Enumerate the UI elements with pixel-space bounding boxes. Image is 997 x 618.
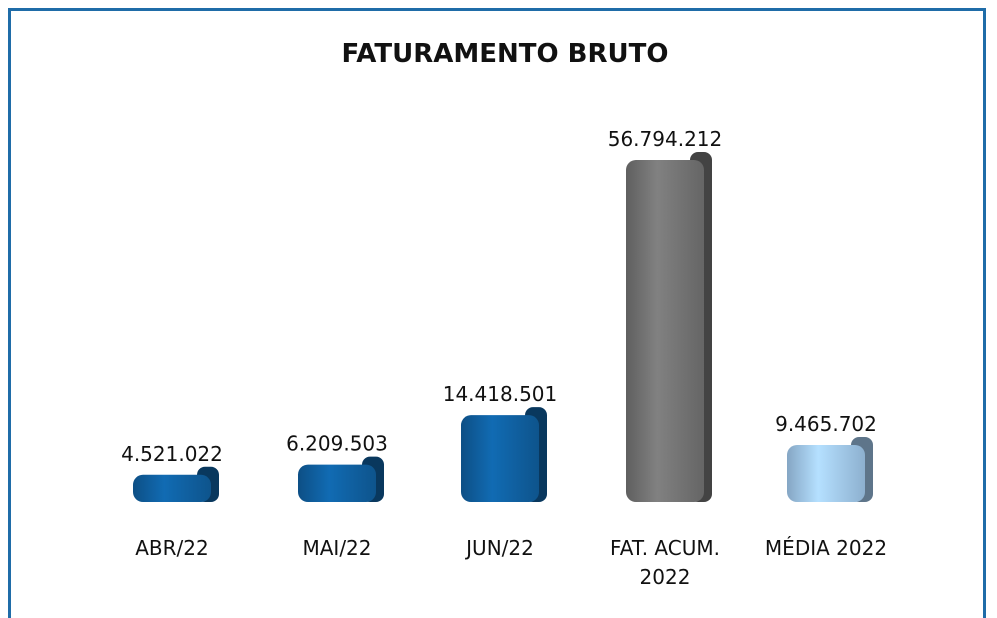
bar xyxy=(298,464,376,502)
x-tick-label: FAT. ACUM. 2022 xyxy=(610,536,720,589)
bar xyxy=(133,474,211,502)
x-tick-label: MAI/22 xyxy=(302,536,372,560)
chart-frame xyxy=(8,8,986,618)
chart-title: FATURAMENTO BRUTO xyxy=(342,39,669,69)
x-tick-label: JUN/22 xyxy=(466,536,534,560)
value-label: 6.209.503 xyxy=(286,432,388,456)
value-label: 4.521.022 xyxy=(121,442,223,466)
bar xyxy=(787,445,865,502)
bar xyxy=(461,415,539,502)
x-tick-label: ABR/22 xyxy=(135,536,209,560)
bar xyxy=(626,160,704,502)
value-label: 14.418.501 xyxy=(443,382,558,406)
x-tick-label: MÉDIA 2022 xyxy=(764,536,888,560)
value-label: 56.794.212 xyxy=(608,127,723,151)
value-label: 9.465.702 xyxy=(775,412,877,436)
